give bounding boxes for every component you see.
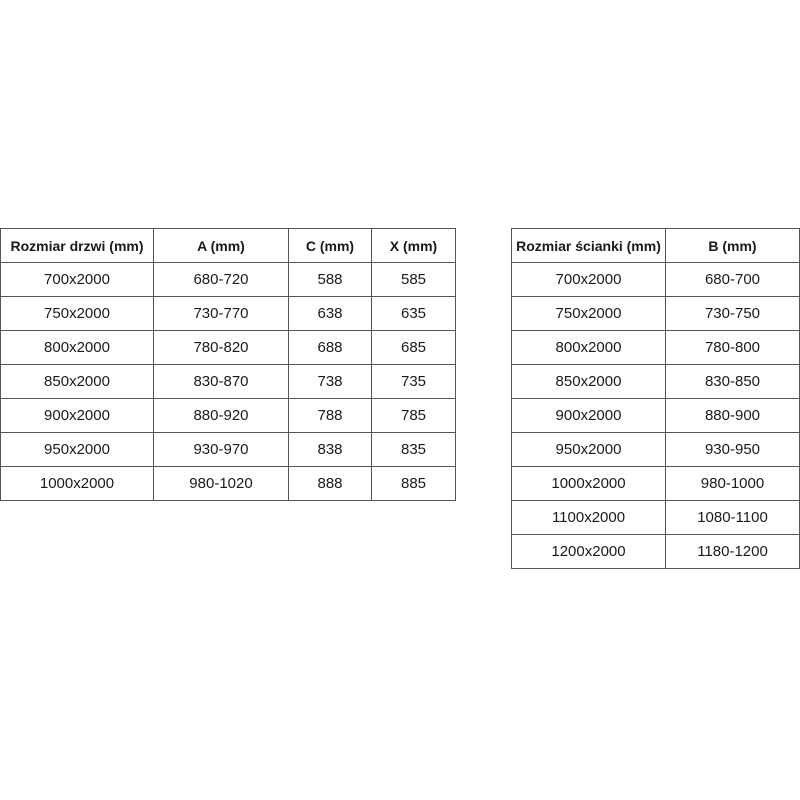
table-cell: 738 [288,364,372,399]
table-row: 700x2000 680-720 588 585 [0,262,456,297]
table-row: 1100x2000 1080-1100 [511,500,800,535]
table-cell: 780-800 [665,330,800,365]
table-cell: 900x2000 [0,398,154,433]
table-row: 1000x2000 980-1000 [511,466,800,501]
table-cell: 780-820 [153,330,289,365]
table-cell: 930-950 [665,432,800,467]
table-header-row: Rozmiar ścianki (mm) B (mm) [511,228,800,263]
table-cell: 850x2000 [511,364,666,399]
table-cell: 635 [371,296,456,331]
table-row: 950x2000 930-970 838 835 [0,432,456,467]
table-cell: 880-900 [665,398,800,433]
column-header: Rozmiar ścianki (mm) [511,228,666,263]
table-cell: 680-700 [665,262,800,297]
table-row: 750x2000 730-770 638 635 [0,296,456,331]
table-cell: 685 [371,330,456,365]
table-cell: 1080-1100 [665,500,800,535]
column-header: A (mm) [153,228,289,263]
table-row: 750x2000 730-750 [511,296,800,331]
table-cell: 838 [288,432,372,467]
table-cell: 688 [288,330,372,365]
table-cell: 1000x2000 [511,466,666,501]
table-cell: 1000x2000 [0,466,154,501]
column-header: C (mm) [288,228,372,263]
table-cell: 980-1020 [153,466,289,501]
table-cell: 785 [371,398,456,433]
wall-size-table: Rozmiar ścianki (mm) B (mm) 700x2000 680-7… [511,228,800,569]
table-row: 900x2000 880-900 [511,398,800,433]
table-cell: 1100x2000 [511,500,666,535]
column-header: X (mm) [371,228,456,263]
table-cell: 950x2000 [511,432,666,467]
door-size-table: Rozmiar drzwi (mm) A (mm) C (mm) X (mm) 700… [0,228,456,501]
table-cell: 730-770 [153,296,289,331]
table-row: 700x2000 680-700 [511,262,800,297]
table-cell: 830-870 [153,364,289,399]
table-cell: 800x2000 [511,330,666,365]
table-row: 800x2000 780-800 [511,330,800,365]
table-cell: 800x2000 [0,330,154,365]
table-cell: 980-1000 [665,466,800,501]
column-header: B (mm) [665,228,800,263]
table-cell: 730-750 [665,296,800,331]
table-cell: 700x2000 [0,262,154,297]
table-cell: 1180-1200 [665,534,800,569]
table-cell: 930-970 [153,432,289,467]
table-row: 800x2000 780-820 688 685 [0,330,456,365]
table-cell: 750x2000 [511,296,666,331]
table-cell: 788 [288,398,372,433]
table-row: 850x2000 830-850 [511,364,800,399]
table-cell: 950x2000 [0,432,154,467]
table-cell: 850x2000 [0,364,154,399]
table-cell: 585 [371,262,456,297]
table-cell: 900x2000 [511,398,666,433]
table-cell: 735 [371,364,456,399]
table-cell: 750x2000 [0,296,154,331]
table-row: 900x2000 880-920 788 785 [0,398,456,433]
table-cell: 1200x2000 [511,534,666,569]
table-header-row: Rozmiar drzwi (mm) A (mm) C (mm) X (mm) [0,228,456,263]
table-cell: 638 [288,296,372,331]
table-cell: 835 [371,432,456,467]
table-row: 850x2000 830-870 738 735 [0,364,456,399]
table-row: 1000x2000 980-1020 888 885 [0,466,456,501]
table-cell: 888 [288,466,372,501]
table-row: 1200x2000 1180-1200 [511,534,800,569]
table-cell: 880-920 [153,398,289,433]
table-cell: 830-850 [665,364,800,399]
table-row: 950x2000 930-950 [511,432,800,467]
table-cell: 885 [371,466,456,501]
table-cell: 588 [288,262,372,297]
table-cell: 700x2000 [511,262,666,297]
table-cell: 680-720 [153,262,289,297]
column-header: Rozmiar drzwi (mm) [0,228,154,263]
